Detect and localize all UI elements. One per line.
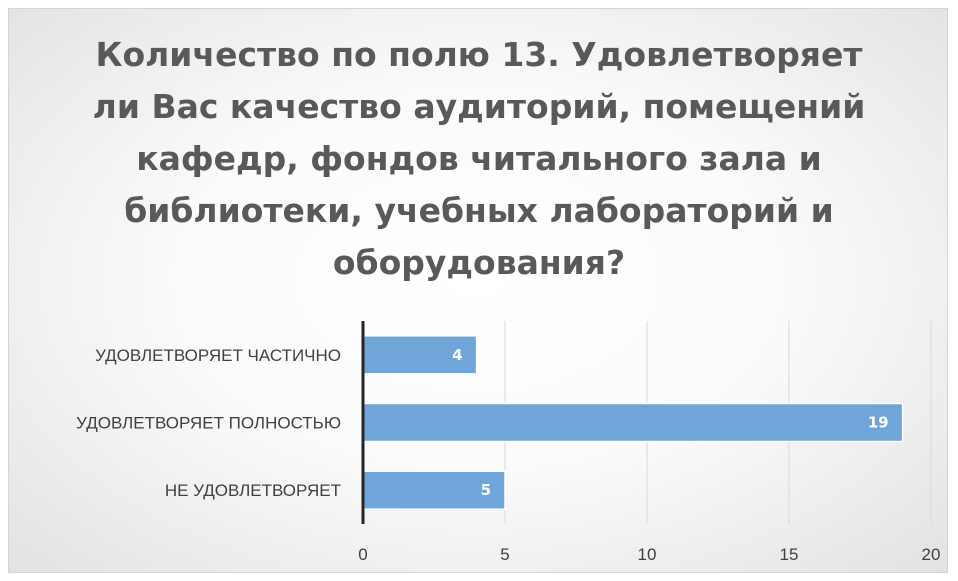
x-tick-label-20: 20 bbox=[922, 545, 941, 564]
x-tick-label-10: 10 bbox=[638, 545, 657, 564]
category-label-2: УДОВЛЕТВОРЯЕТ ПОЛНОСТЬЮ bbox=[76, 414, 341, 433]
data-label-3: 5 bbox=[481, 481, 491, 499]
bar-2 bbox=[362, 402, 904, 443]
bar-1 bbox=[362, 335, 478, 375]
category-label-1: УДОВЛЕТВОРЯЕТ ЧАСТИЧНО bbox=[95, 346, 341, 365]
bar-chart: 4 УДОВЛЕТВОРЯЕТ ЧАСТИЧНО 19 УДОВЛЕТВОРЯЕТ П… bbox=[76, 321, 941, 564]
data-label-1: 4 bbox=[452, 346, 462, 364]
data-label-2: 19 bbox=[868, 414, 889, 432]
x-tick-label-0: 0 bbox=[358, 545, 367, 564]
x-tick-label-15: 15 bbox=[780, 545, 799, 564]
x-tick-label-5: 5 bbox=[500, 545, 509, 564]
chart-frame: Количество по полю 13. Удовлетворяет ли … bbox=[8, 8, 948, 573]
bar-3 bbox=[362, 470, 506, 510]
category-label-3: НЕ УДОВЛЕТВОРЯЕТ bbox=[165, 481, 341, 500]
chart-title: Количество по полю 13. Удовлетворяет ли … bbox=[92, 35, 866, 282]
